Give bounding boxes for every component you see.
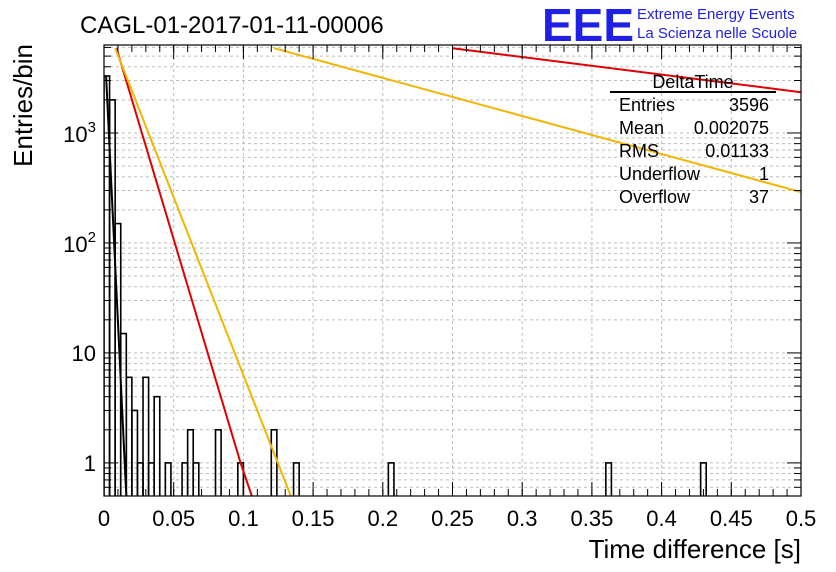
fit-curve [114, 47, 292, 496]
x-tick-label: 0.45 [710, 506, 753, 531]
eee-logo: EEE Extreme Energy Events La Scienza nel… [542, 0, 797, 51]
x-tick-label: 0.3 [507, 506, 538, 531]
histogram-bars [104, 75, 708, 496]
fit-curve [452, 47, 801, 94]
y-axis-label: Entries/bin [8, 44, 38, 167]
grid-lines [104, 45, 801, 496]
stats-box: DeltaTime Entries 3596 Mean 0.002075 RMS 0.01… [610, 72, 776, 207]
histogram-bin [142, 376, 150, 496]
histogram-bin [214, 428, 222, 496]
histogram-bin [387, 462, 395, 496]
y-tick-label: 1 [84, 451, 96, 476]
stats-row-label: RMS [619, 141, 659, 161]
y-axis-ticks: 1 10 102 103 [63, 46, 801, 488]
y-tick-label: 102 [63, 229, 96, 257]
stats-box-name: DeltaTime [652, 72, 733, 92]
chart-title: CAGL-01-2017-01-11-00006 [80, 12, 384, 39]
y-tick-label: 103 [63, 119, 96, 147]
histogram-bin [147, 462, 155, 496]
x-tick-label: 0 [98, 506, 110, 531]
x-tick-label: 0.05 [152, 506, 195, 531]
stats-row-label: Underflow [619, 164, 701, 184]
x-tick-label: 0.35 [570, 506, 613, 531]
fit-curve [115, 47, 253, 496]
histogram-bin [125, 376, 133, 496]
stats-box-rows: Entries 3596 Mean 0.002075 RMS 0.01133Underfl… [619, 95, 769, 207]
x-tick-label: 0.5 [786, 506, 817, 531]
fit-curve [273, 47, 801, 194]
histogram-bin [192, 462, 200, 496]
histogram-bin [136, 462, 144, 496]
fit-curve [105, 75, 128, 496]
histogram-bin [181, 462, 189, 496]
x-tick-label: 0.2 [368, 506, 399, 531]
x-tick-label: 0.25 [431, 506, 474, 531]
fit-curves [105, 47, 801, 496]
stats-row-label: Mean [619, 118, 664, 138]
histogram-bin [270, 428, 278, 496]
histogram-bin [153, 395, 161, 496]
x-axis-label: Time difference [s] [589, 534, 801, 564]
stats-row-value: 0.002075 [694, 118, 769, 138]
stats-row-label: Overflow [619, 187, 691, 207]
x-tick-label: 0.15 [292, 506, 335, 531]
x-tick-label: 0.4 [646, 506, 677, 531]
histogram-bin [605, 462, 613, 496]
eee-logo-line1: Extreme Energy Events [637, 6, 795, 23]
x-axis-ticks: 0 0.05 0.1 0.15 0.2 0.25 0.3 0.35 0.4 0.45 0.5 [98, 45, 816, 531]
histogram-bin [131, 409, 139, 496]
histogram-bin [186, 428, 195, 496]
eee-logo-mark: EEE [542, 0, 634, 51]
stats-row-value: 37 [749, 187, 769, 207]
eee-logo-line2: La Scienza nelle Scuole [637, 25, 797, 42]
stats-row-value: 3596 [729, 95, 769, 115]
stats-row-label: Entries [619, 95, 675, 115]
x-tick-label: 0.1 [228, 506, 259, 531]
histogram-bin [164, 462, 172, 496]
stats-row-value: 1 [759, 164, 769, 184]
y-tick-label: 10 [72, 341, 96, 366]
histogram-bin [699, 462, 708, 496]
stats-row-value: 0.01133 [705, 141, 769, 161]
histogram-bin [292, 462, 300, 496]
